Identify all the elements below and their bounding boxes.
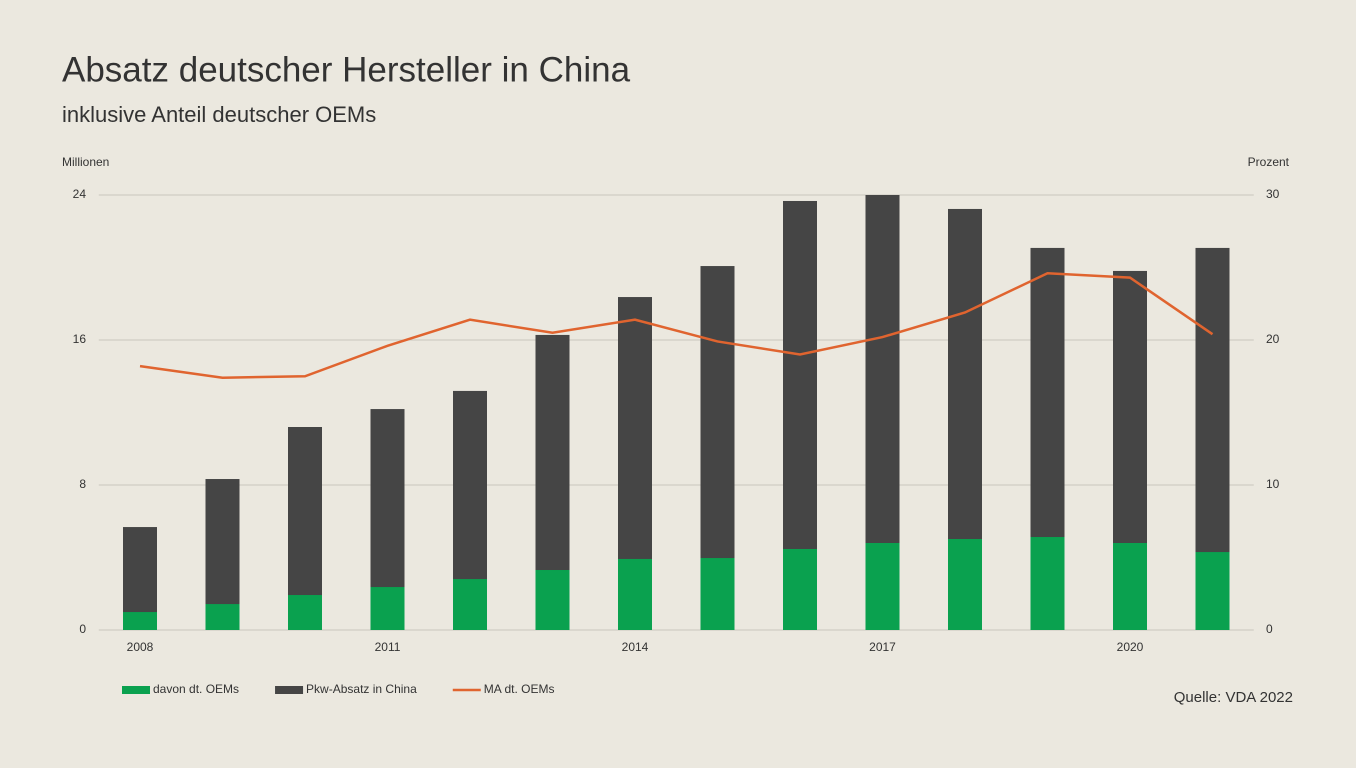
x-tick-label: 2020 [1117, 640, 1144, 654]
legend-label: MA dt. OEMs [484, 682, 555, 696]
y2-tick-label: 10 [1266, 477, 1280, 491]
x-tick-label: 2008 [127, 640, 154, 654]
bar [123, 612, 157, 630]
bar [1113, 543, 1147, 630]
y2-tick-label: 30 [1266, 187, 1280, 201]
y-tick-label: 24 [73, 187, 87, 201]
y-tick-label: 16 [73, 332, 87, 346]
y2-tick-label: 20 [1266, 332, 1280, 346]
y-tick-label: 0 [79, 622, 86, 636]
y-axis-label: Millionen [62, 155, 109, 169]
y-tick-label: 8 [79, 477, 86, 491]
x-tick-label: 2014 [622, 640, 649, 654]
bar [618, 558, 652, 630]
source: Quelle: VDA 2022 [1174, 689, 1293, 706]
bar [1195, 552, 1230, 630]
bar [205, 604, 240, 630]
legend-swatch [275, 686, 304, 694]
y2-tick-label: 0 [1266, 622, 1273, 636]
legend-label: davon dt. OEMs [153, 682, 239, 696]
chart-subtitle: inklusive Anteil deutscher OEMs [62, 102, 376, 127]
legend-swatch [122, 686, 150, 694]
bar [535, 570, 570, 630]
bar [865, 543, 900, 630]
x-tick-label: 2011 [375, 640, 401, 654]
bar [1030, 537, 1065, 630]
bar [783, 548, 817, 630]
chart-title: Absatz deutscher Hersteller in China [62, 50, 631, 89]
bar [948, 539, 982, 630]
y2-axis-label: Prozent [1248, 155, 1290, 169]
x-tick-label: 2017 [869, 640, 896, 654]
bar [370, 587, 405, 630]
bar [453, 579, 487, 630]
legend-label: Pkw-Absatz in China [306, 682, 417, 696]
bar [700, 558, 735, 630]
line-series [139, 272, 1214, 379]
bar [288, 595, 322, 630]
